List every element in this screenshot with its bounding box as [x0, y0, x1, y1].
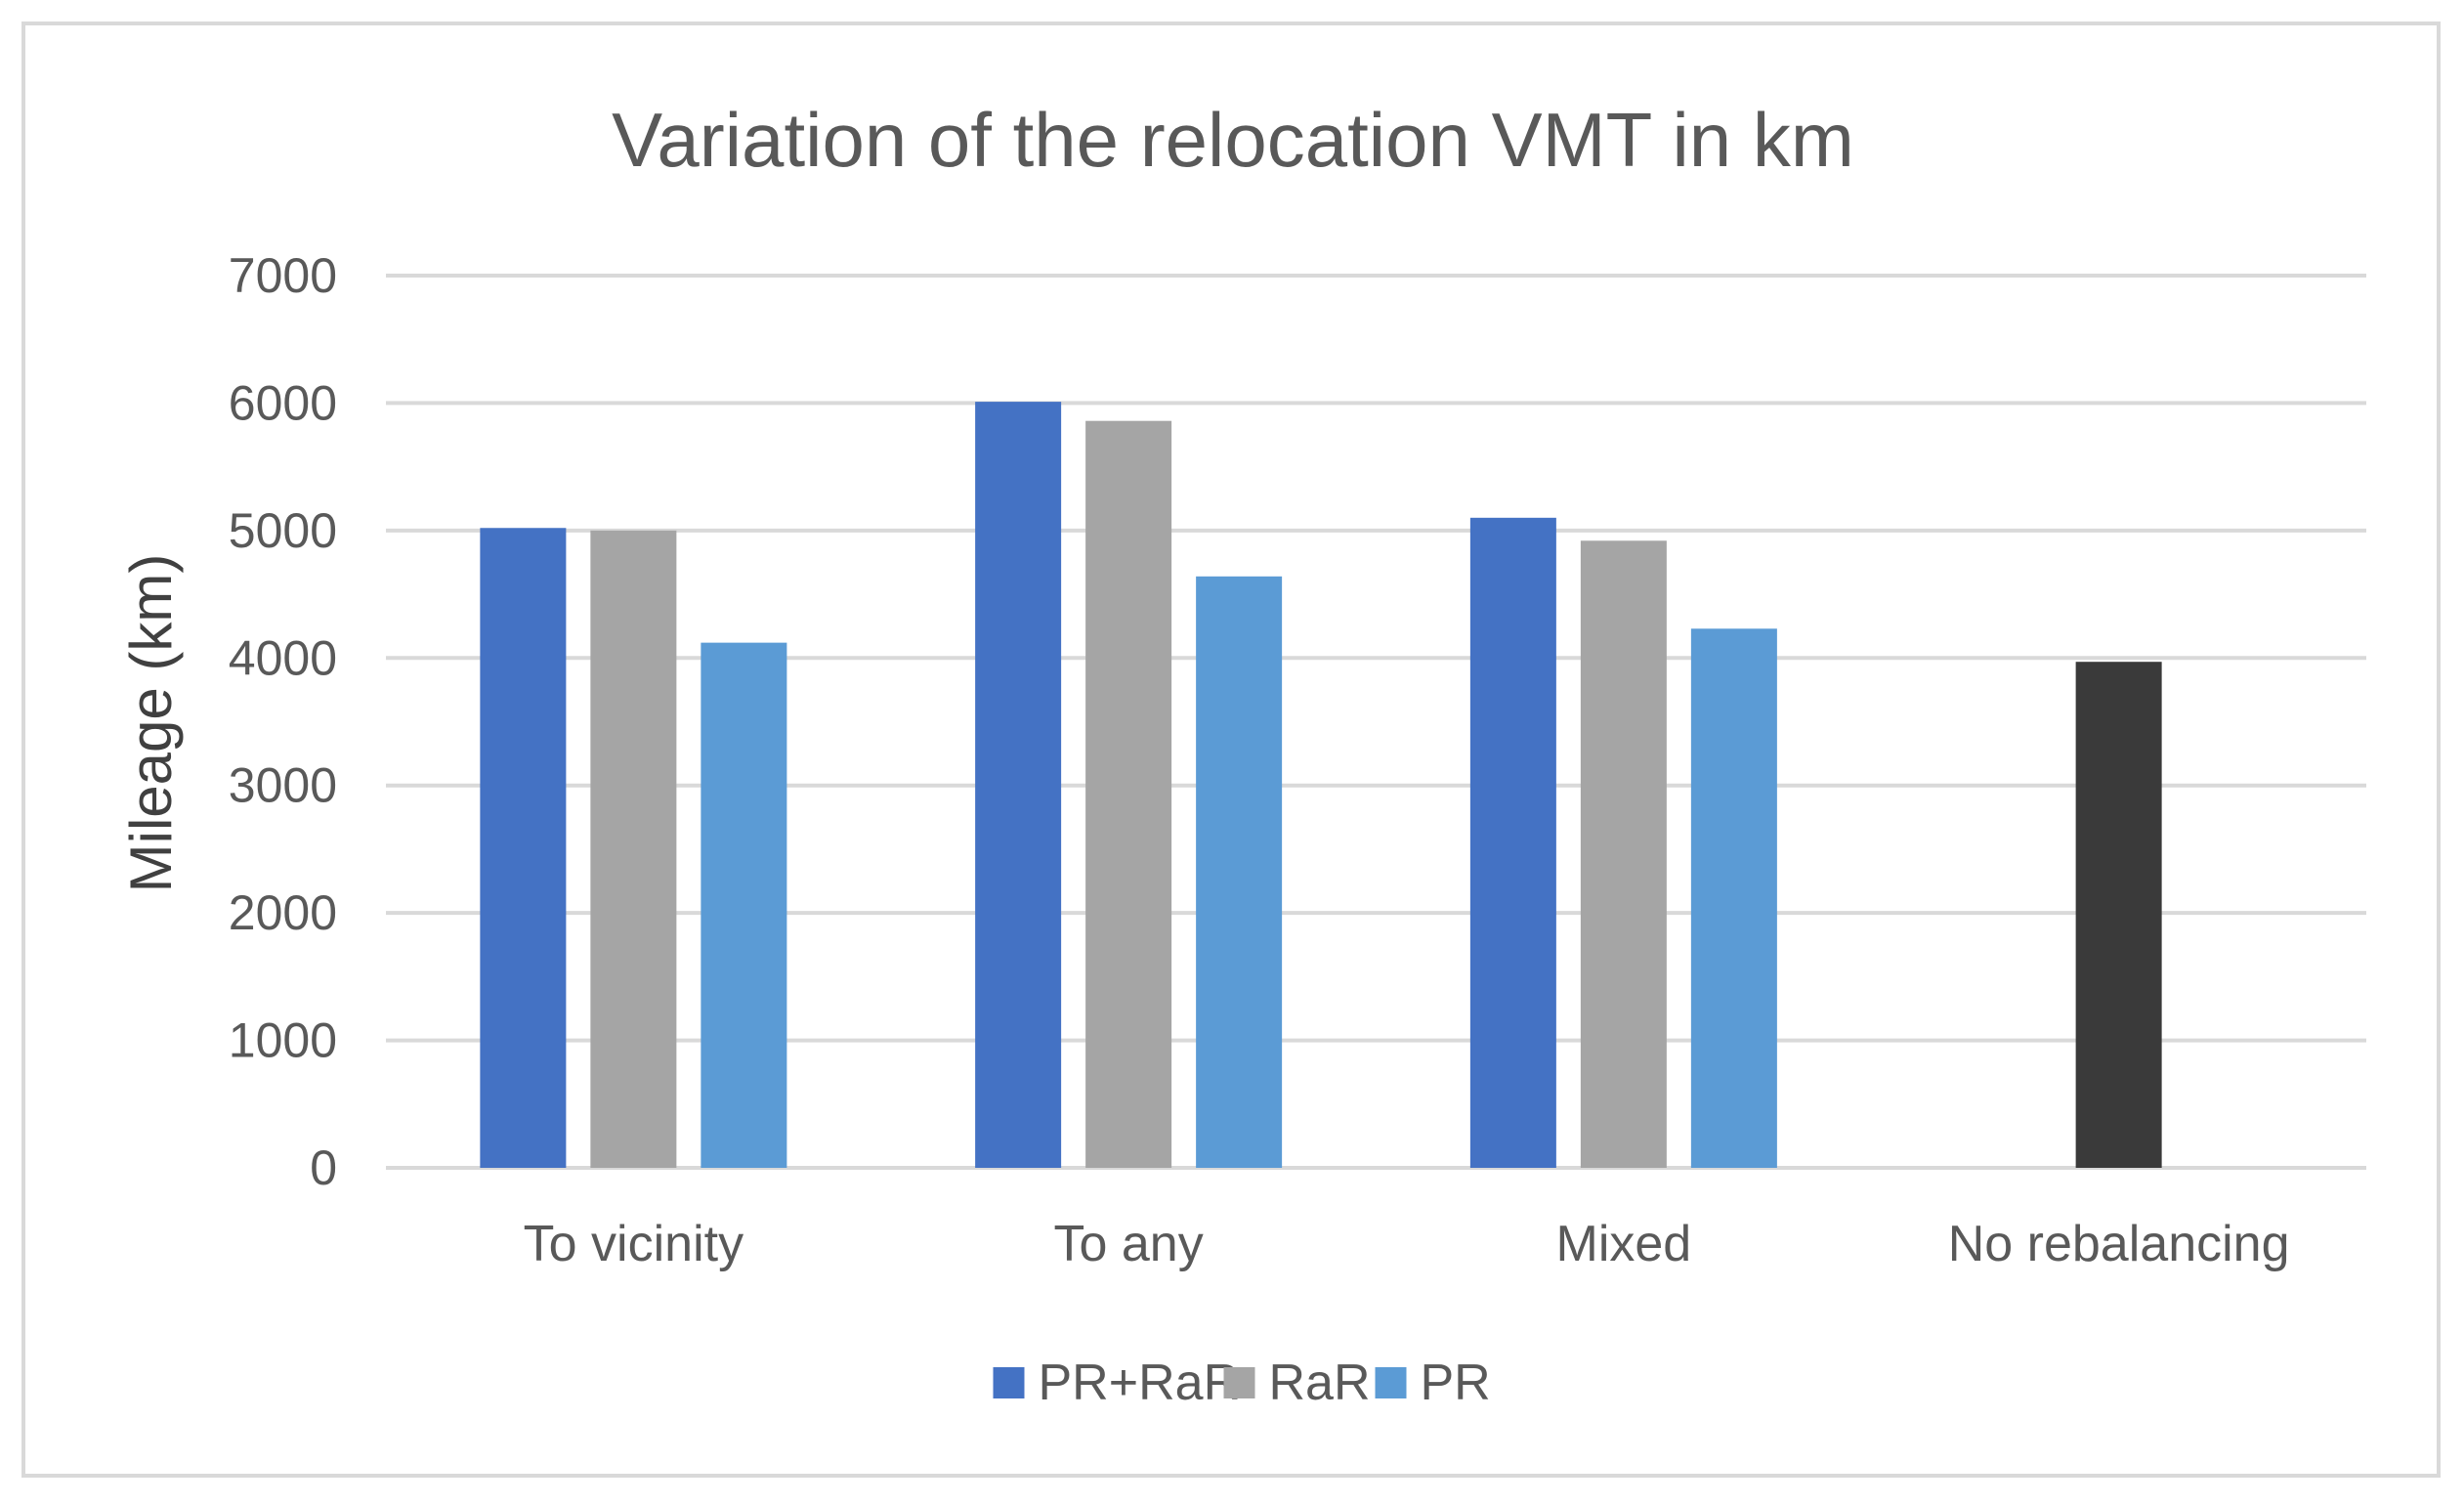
- legend-swatch: [1375, 1367, 1407, 1398]
- legend: PR+RaR RaR PR: [993, 1354, 1491, 1411]
- bar-pr-mixed: [1690, 628, 1777, 1168]
- y-tick-label: 2000: [229, 885, 337, 940]
- category-label: Mixed: [1556, 1216, 1692, 1272]
- bar-pr-rar-to-vicinity: [480, 528, 567, 1168]
- legend-swatch: [1223, 1367, 1255, 1398]
- legend-swatch: [993, 1367, 1025, 1398]
- y-tick-label: 6000: [229, 375, 337, 430]
- category-labels: To vicinity To any Mixed No rebalancing: [524, 1216, 2290, 1272]
- y-tick-label: 4000: [229, 630, 337, 685]
- bar-rar-to-vicinity: [590, 530, 677, 1168]
- bar-rar-to-any: [1085, 420, 1172, 1168]
- category-label: To any: [1054, 1216, 1204, 1272]
- y-tick-label: 5000: [229, 503, 337, 558]
- y-tick-label: 1000: [229, 1013, 337, 1068]
- bar-pr-rar-mixed: [1469, 517, 1556, 1168]
- bar-pr-to-vicinity: [701, 642, 787, 1168]
- category-label: To vicinity: [524, 1216, 743, 1272]
- legend-label: PR: [1421, 1354, 1491, 1411]
- y-tick-label: 7000: [229, 248, 337, 303]
- chart-title: Variation of the relocation VMT in km: [612, 97, 1854, 183]
- bar-rar-mixed: [1580, 540, 1667, 1168]
- bar-pr-to-any: [1196, 576, 1283, 1168]
- bars: [480, 402, 2162, 1169]
- bar-no-rebalancing-no-rebalancing: [2075, 662, 2162, 1168]
- y-axis-title: Mileage (km): [118, 554, 184, 893]
- legend-label: RaR: [1269, 1354, 1371, 1411]
- bar-pr-rar-to-any: [975, 402, 1062, 1169]
- legend-label: PR+RaR: [1039, 1354, 1241, 1411]
- y-tick-labels: 0 1000 2000 3000 4000 5000 6000 7000: [229, 248, 337, 1195]
- y-tick-label: 0: [310, 1140, 337, 1195]
- gridlines: [386, 274, 2366, 1170]
- category-label: No rebalancing: [1948, 1216, 2290, 1272]
- y-tick-label: 3000: [229, 758, 337, 813]
